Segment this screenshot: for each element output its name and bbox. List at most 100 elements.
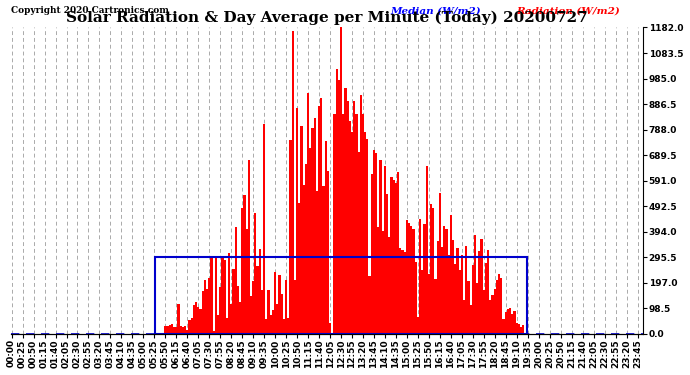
Bar — [307, 93, 309, 334]
Bar — [452, 240, 454, 334]
Bar — [491, 296, 493, 334]
Bar — [239, 303, 241, 334]
Bar — [391, 177, 393, 334]
Bar — [386, 194, 388, 334]
Bar — [337, 80, 340, 334]
Bar — [285, 280, 287, 334]
Bar — [411, 226, 413, 334]
Bar — [261, 290, 263, 334]
Bar — [461, 255, 463, 334]
Bar — [511, 315, 513, 334]
Bar — [413, 229, 415, 334]
Bar — [443, 226, 445, 334]
Bar — [213, 331, 215, 334]
Bar — [274, 272, 276, 334]
Bar — [175, 327, 177, 334]
Bar — [210, 256, 213, 334]
Bar — [219, 287, 221, 334]
Bar — [186, 330, 188, 334]
Bar — [294, 279, 296, 334]
Bar — [208, 278, 210, 334]
Bar — [255, 213, 257, 334]
Bar — [257, 266, 259, 334]
Bar — [197, 306, 199, 334]
Bar — [368, 276, 371, 334]
Bar — [351, 132, 353, 334]
Bar — [335, 69, 337, 334]
Bar — [303, 185, 305, 334]
Bar — [498, 274, 500, 334]
Bar — [382, 231, 384, 334]
Bar — [217, 315, 219, 334]
Bar — [248, 160, 250, 334]
Bar — [445, 230, 448, 334]
Bar — [250, 296, 252, 334]
Bar — [469, 305, 472, 334]
Bar — [421, 270, 424, 334]
Bar — [373, 150, 375, 334]
Bar — [244, 195, 246, 334]
Bar — [226, 318, 228, 334]
Bar — [279, 274, 281, 334]
Bar — [190, 318, 193, 334]
Bar — [168, 325, 171, 334]
Bar — [181, 327, 184, 334]
Bar — [193, 305, 195, 334]
Bar — [359, 95, 362, 334]
Bar — [415, 262, 417, 334]
Bar — [318, 106, 320, 334]
Bar — [364, 132, 366, 334]
Bar — [344, 88, 346, 334]
Text: Median (W/m2): Median (W/m2) — [390, 6, 481, 15]
Bar — [515, 323, 518, 334]
Bar — [417, 317, 419, 334]
Bar — [164, 326, 166, 334]
Bar — [485, 263, 487, 334]
Bar — [366, 140, 368, 334]
Bar — [426, 166, 428, 334]
Bar — [439, 193, 441, 334]
Bar — [177, 304, 179, 334]
Bar — [276, 304, 279, 334]
Bar — [474, 235, 476, 334]
Bar — [292, 31, 294, 334]
Bar — [309, 147, 311, 334]
Bar — [329, 324, 331, 334]
Bar — [520, 327, 522, 334]
Bar — [313, 118, 316, 334]
Bar — [507, 309, 509, 334]
Bar — [524, 333, 526, 334]
Bar — [388, 237, 391, 334]
Bar — [188, 320, 190, 334]
Text: Radiation (W/m2): Radiation (W/m2) — [517, 6, 620, 15]
Bar — [357, 152, 359, 334]
Bar — [393, 180, 395, 334]
Bar — [173, 327, 175, 334]
Bar — [518, 324, 520, 334]
Bar — [419, 219, 421, 334]
Bar — [246, 229, 248, 334]
Bar — [237, 286, 239, 334]
Bar — [400, 248, 402, 334]
Bar — [342, 114, 344, 334]
Bar — [283, 319, 285, 334]
Bar — [513, 311, 515, 334]
Bar — [395, 183, 397, 334]
Bar — [509, 308, 511, 334]
Bar — [371, 174, 373, 334]
Bar — [424, 224, 426, 334]
Bar — [504, 312, 507, 334]
Bar — [430, 204, 432, 334]
Bar — [465, 246, 467, 334]
Bar — [362, 114, 364, 334]
Bar — [263, 124, 265, 334]
Bar — [252, 281, 255, 334]
Bar — [493, 288, 496, 334]
Bar — [289, 140, 292, 334]
Bar — [184, 326, 186, 334]
Bar — [454, 264, 456, 334]
Bar — [397, 172, 400, 334]
Bar — [428, 274, 430, 334]
Bar — [448, 255, 450, 334]
Bar — [476, 283, 478, 334]
